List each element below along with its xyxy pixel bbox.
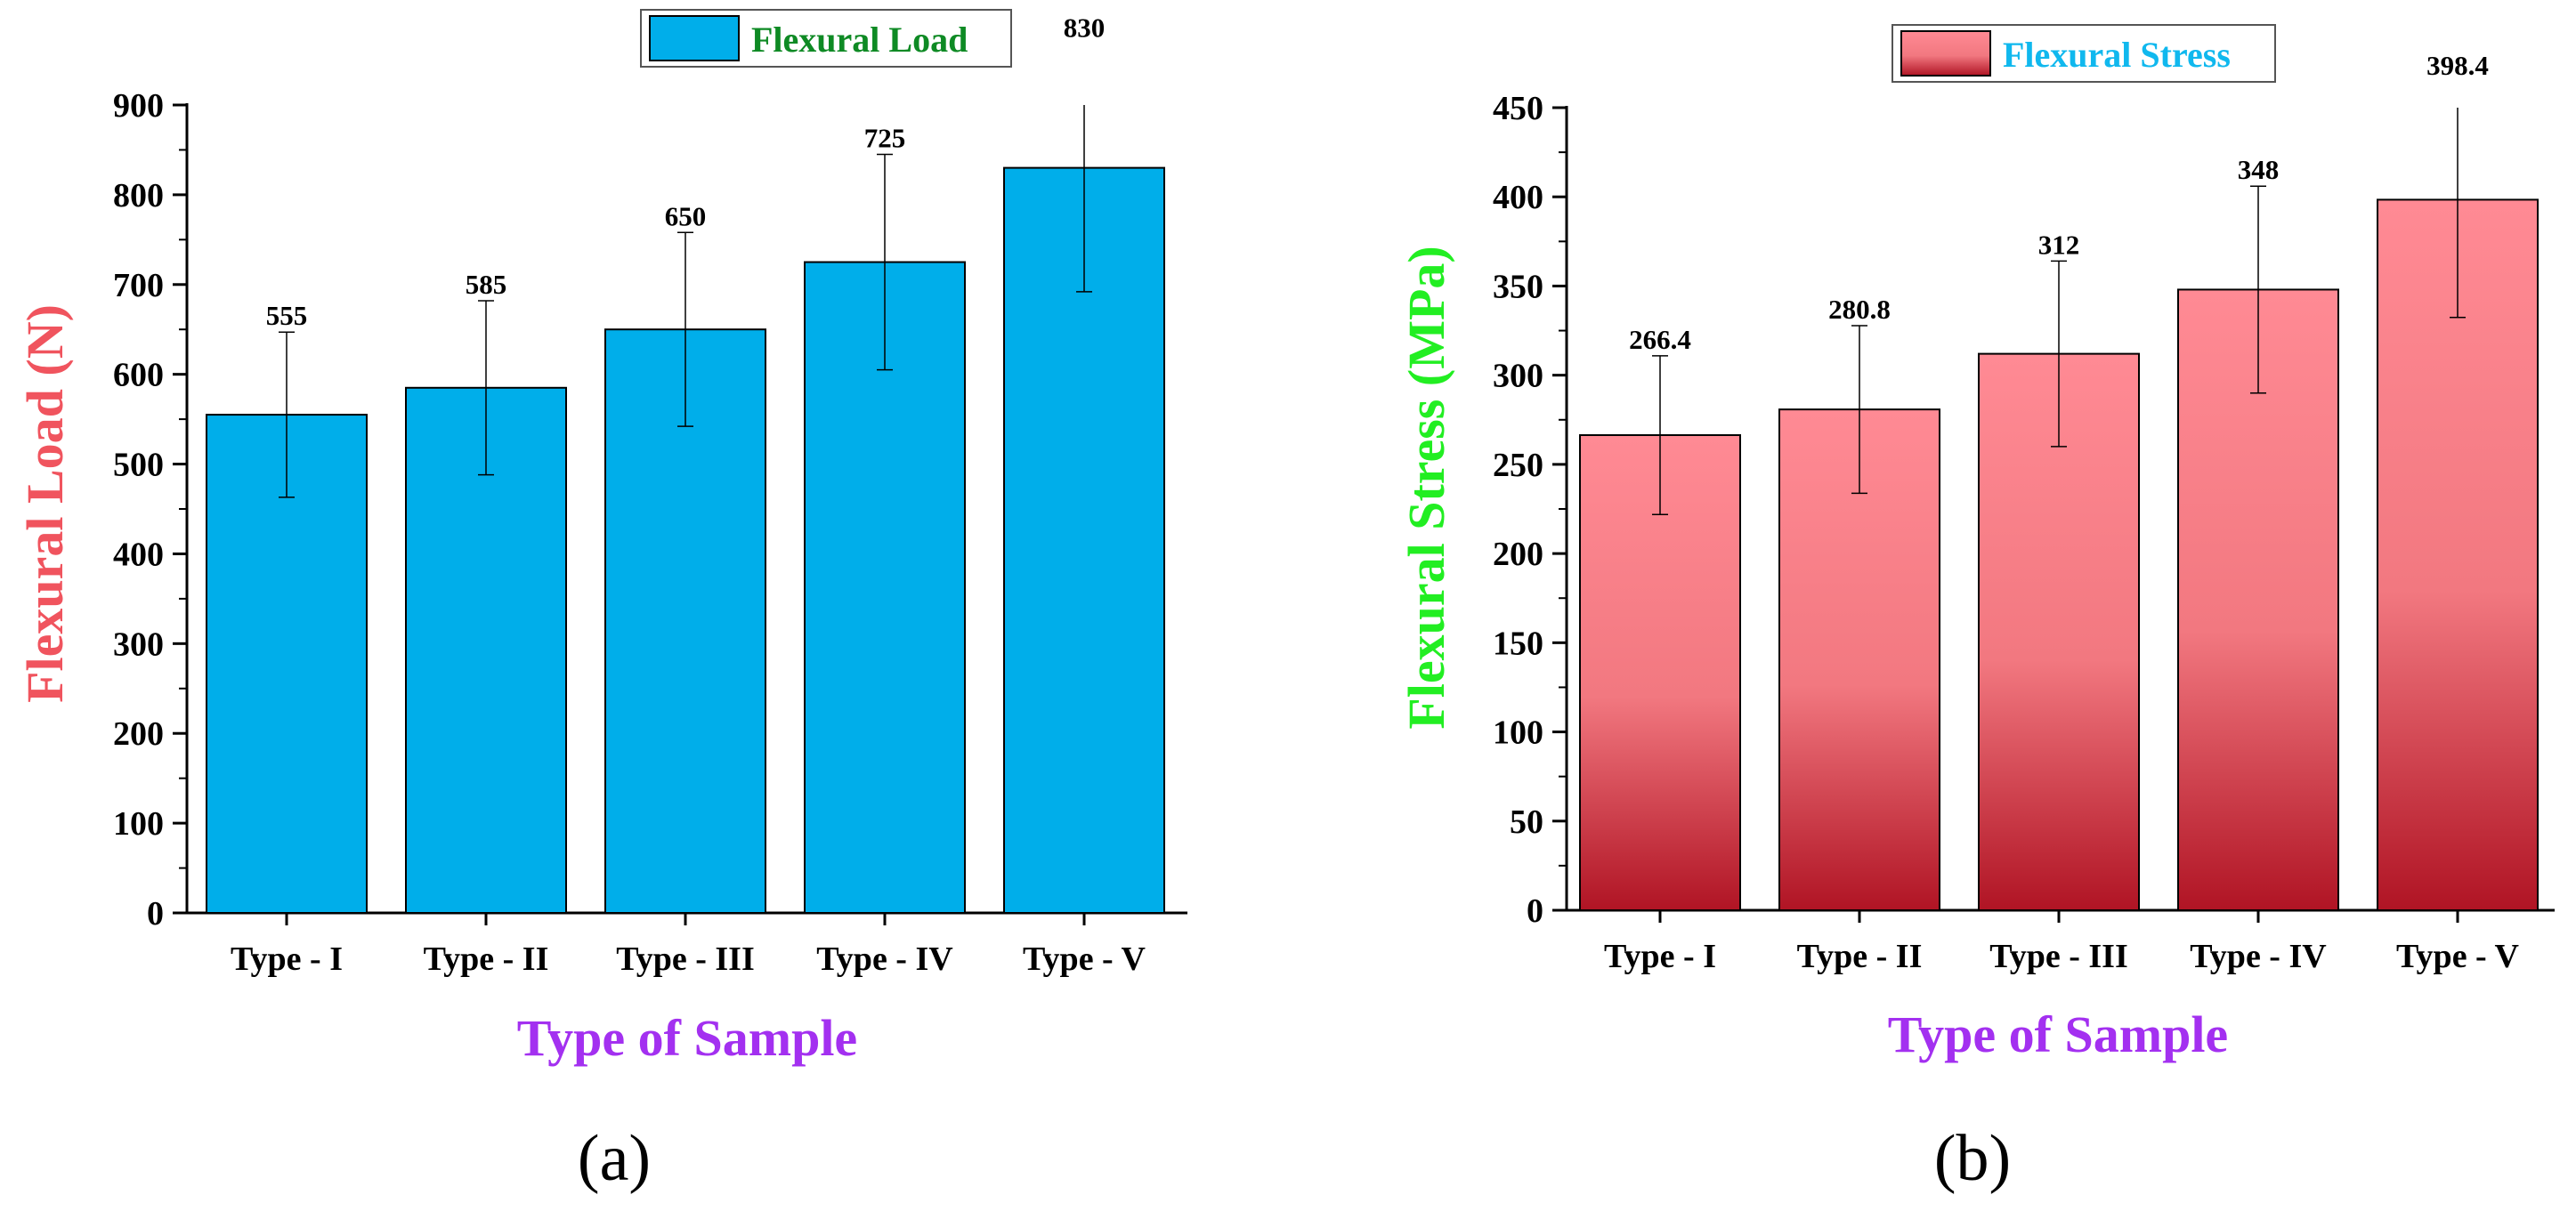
chart-a-x-tick-label: Type - III [616, 941, 755, 978]
chart-a-data-label: 650 [665, 200, 707, 231]
chart-a-bar [804, 261, 966, 914]
chart-a-y-tick-label: 400 [113, 536, 164, 573]
chart-b-x-tick-label: Type - II [1797, 938, 1923, 975]
chart-b-bars: 266.4 280.8 312 348 398.4 [1579, 50, 2539, 912]
chart-b-x-axis-title: Type of Sample [1888, 1005, 2228, 1063]
chart-a-axes: 0 100 200 300 400 500 600 700 800 900 Type - I Type… [113, 87, 1187, 978]
chart-b-y-tick-label: 250 [1493, 447, 1543, 484]
chart-a-y-tick-label: 500 [113, 447, 164, 484]
chart-b-data-label: 348 [2238, 154, 2280, 185]
chart-a-x-tick-label: Type - II [424, 941, 549, 978]
chart-a-x-tick-label: Type - IV [816, 941, 953, 978]
chart-b-y-tick-label: 350 [1493, 268, 1543, 305]
chart-b-data-label: 266.4 [1629, 324, 1691, 355]
chart-a-y-tick-label: 100 [113, 805, 164, 843]
chart-b-y-tick-label: 0 [1527, 892, 1543, 930]
chart-b-y-tick-label: 450 [1493, 90, 1543, 127]
chart-a-legend-label: Flexural Load [751, 20, 968, 60]
chart-b-panel-label: (b) [1934, 1122, 2011, 1195]
chart-b-axes: 0 50 100 150 200 250 300 350 400 450 Type - I Type … [1493, 90, 2555, 975]
chart-b-data-label: 398.4 [2426, 50, 2489, 81]
chart-b-y-tick-label: 200 [1493, 536, 1543, 573]
chart-b-y-tick-label: 400 [1493, 179, 1543, 216]
chart-a-y-tick-label: 200 [113, 715, 164, 753]
chart-a-y-tick-label: 700 [113, 267, 164, 304]
chart-b-y-tick-label: 100 [1493, 714, 1543, 752]
chart-b-y-tick-label: 50 [1510, 803, 1543, 841]
chart-b-x-tick-label: Type - IV [2190, 938, 2327, 975]
chart-b-legend: Flexural Stress [1891, 24, 2276, 83]
chart-b-y-tick-label: 150 [1493, 625, 1543, 662]
chart-a-y-tick-label: 900 [113, 87, 164, 125]
chart-b-x-tick-label: Type - III [1989, 938, 2128, 975]
chart-b-y-tick-label: 300 [1493, 358, 1543, 395]
chart-a-data-label: 555 [266, 300, 308, 331]
chart-a-bars: 555 585 650 725 830 [206, 12, 1165, 915]
chart-a-y-tick-label: 800 [113, 177, 164, 214]
chart-a-y-tick-label: 300 [113, 626, 164, 663]
chart-a-x-tick-label: Type - I [231, 941, 343, 978]
chart-b-y-axis-title: Flexural Stress (MPa) [1397, 246, 1455, 729]
chart-a-bar [604, 328, 766, 914]
chart-b-x-tick-label: Type - I [1604, 938, 1716, 975]
chart-a-legend: Flexural Load [640, 9, 1012, 68]
chart-a-data-label: 585 [466, 269, 507, 300]
chart-b-data-label: 312 [2038, 229, 2080, 260]
chart-a-flexural-load: 0 100 200 300 400 500 600 700 800 900 Type - I Type… [16, 9, 1187, 1195]
chart-a-y-tick-label: 0 [147, 895, 164, 932]
chart-b-legend-swatch [1900, 30, 1991, 77]
chart-b-x-tick-label: Type - V [2396, 938, 2519, 975]
chart-a-data-label: 830 [1064, 12, 1106, 43]
chart-b-data-label: 280.8 [1828, 294, 1891, 325]
chart-a-x-tick-label: Type - V [1023, 941, 1146, 978]
chart-b-bar [2377, 198, 2539, 912]
chart-a-y-axis-title: Flexural Load (N) [16, 304, 74, 703]
chart-a-data-label: 725 [864, 122, 906, 153]
chart-a-panel-label: (a) [578, 1122, 651, 1195]
chart-a-y-tick-label: 600 [113, 357, 164, 394]
chart-b-legend-label: Flexural Stress [2003, 35, 2231, 75]
chart-b-flexural-stress: 0 50 100 150 200 250 300 350 400 450 Type - I Type … [1397, 24, 2555, 1195]
chart-a-legend-swatch [649, 15, 740, 61]
chart-a-x-axis-title: Type of Sample [517, 1009, 857, 1067]
